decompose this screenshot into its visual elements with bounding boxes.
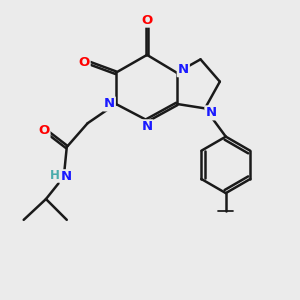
Text: N: N xyxy=(142,120,153,133)
Text: N: N xyxy=(104,98,115,110)
Text: N: N xyxy=(178,63,189,76)
Text: O: O xyxy=(141,14,153,27)
Text: N: N xyxy=(61,170,72,183)
Text: H: H xyxy=(50,169,60,182)
Text: N: N xyxy=(206,106,217,119)
Text: O: O xyxy=(38,124,50,137)
Text: O: O xyxy=(78,56,90,69)
